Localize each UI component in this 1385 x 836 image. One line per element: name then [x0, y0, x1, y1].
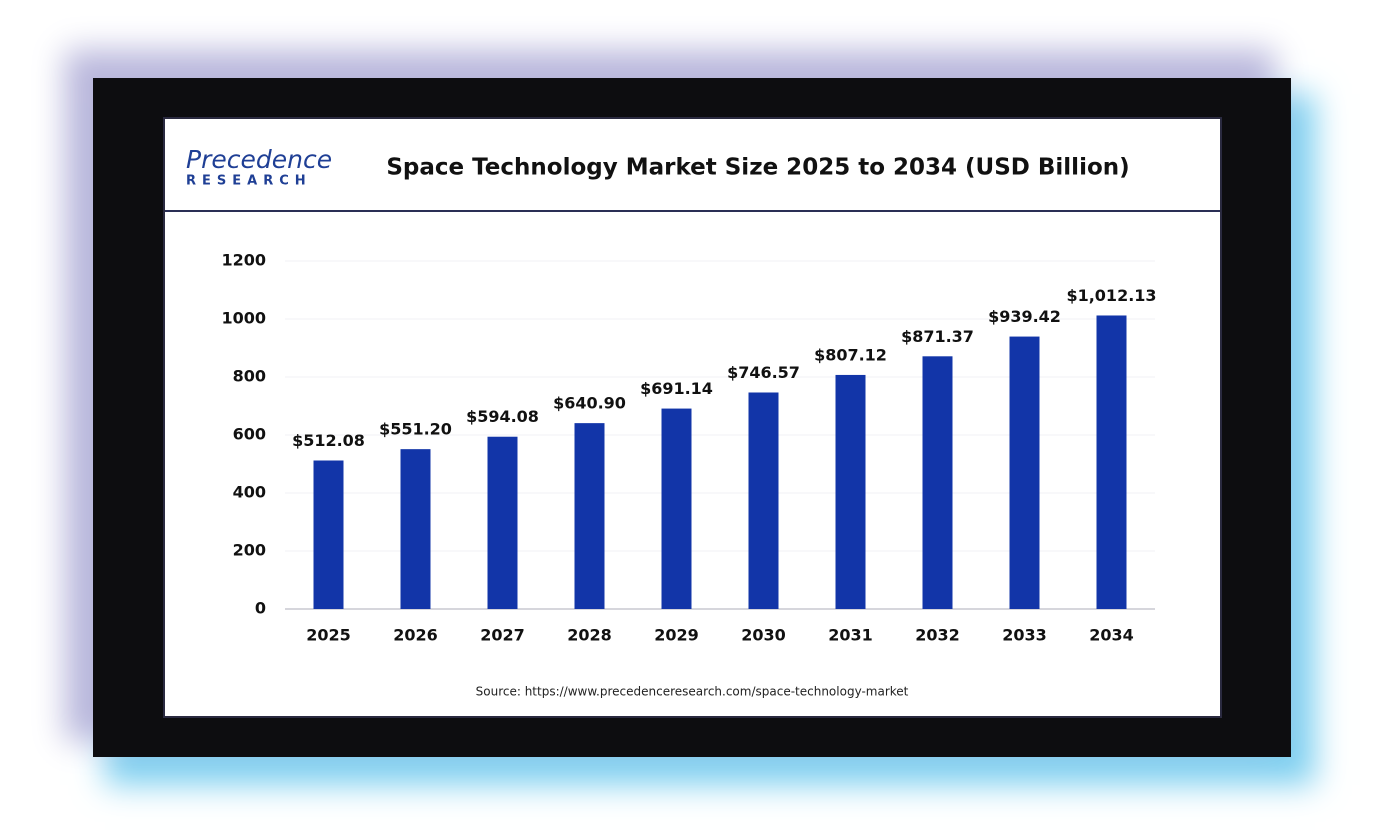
x-tick-label: 2033 — [1002, 626, 1047, 645]
chart-title: Space Technology Market Size 2025 to 203… — [386, 155, 1129, 181]
value-label: $939.42 — [988, 307, 1061, 326]
bar — [574, 423, 605, 609]
y-tick-label: 1000 — [221, 309, 266, 328]
x-tick-label: 2028 — [567, 626, 612, 645]
x-tick-label: 2031 — [828, 626, 873, 645]
bar — [400, 449, 431, 609]
source-note: Source: https://www.precedenceresearch.c… — [476, 685, 909, 699]
chart-panel — [163, 117, 1222, 718]
bar — [661, 408, 692, 609]
x-tick-label: 2026 — [393, 626, 438, 645]
y-tick-label: 600 — [233, 425, 266, 444]
x-tick-label: 2034 — [1089, 626, 1134, 645]
y-tick-label: 0 — [255, 599, 266, 618]
y-tick-label: 200 — [233, 541, 266, 560]
value-label: $691.14 — [640, 379, 713, 398]
x-tick-label: 2029 — [654, 626, 699, 645]
value-label: $746.57 — [727, 363, 800, 382]
x-tick-label: 2027 — [480, 626, 525, 645]
logo-name: Precedence — [186, 145, 332, 174]
value-label: $512.08 — [292, 431, 365, 450]
bar — [835, 374, 866, 609]
bar — [1009, 336, 1040, 609]
bar — [748, 392, 779, 609]
y-tick-label: 400 — [233, 483, 266, 502]
bar — [922, 356, 953, 609]
x-tick-label: 2032 — [915, 626, 960, 645]
x-tick-label: 2030 — [741, 626, 786, 645]
y-tick-label: 800 — [233, 367, 266, 386]
value-label: $871.37 — [901, 327, 974, 346]
x-tick-label: 2025 — [306, 626, 351, 645]
logo-tagline: RESEARCH — [186, 174, 312, 189]
bar — [487, 436, 518, 609]
y-tick-label: 1200 — [221, 251, 266, 270]
value-label: $1,012.13 — [1066, 286, 1156, 305]
bar — [1096, 315, 1127, 609]
value-label: $807.12 — [814, 345, 887, 364]
value-label: $551.20 — [379, 420, 452, 439]
value-label: $594.08 — [466, 407, 539, 426]
bar — [313, 460, 344, 609]
value-label: $640.90 — [553, 394, 626, 413]
